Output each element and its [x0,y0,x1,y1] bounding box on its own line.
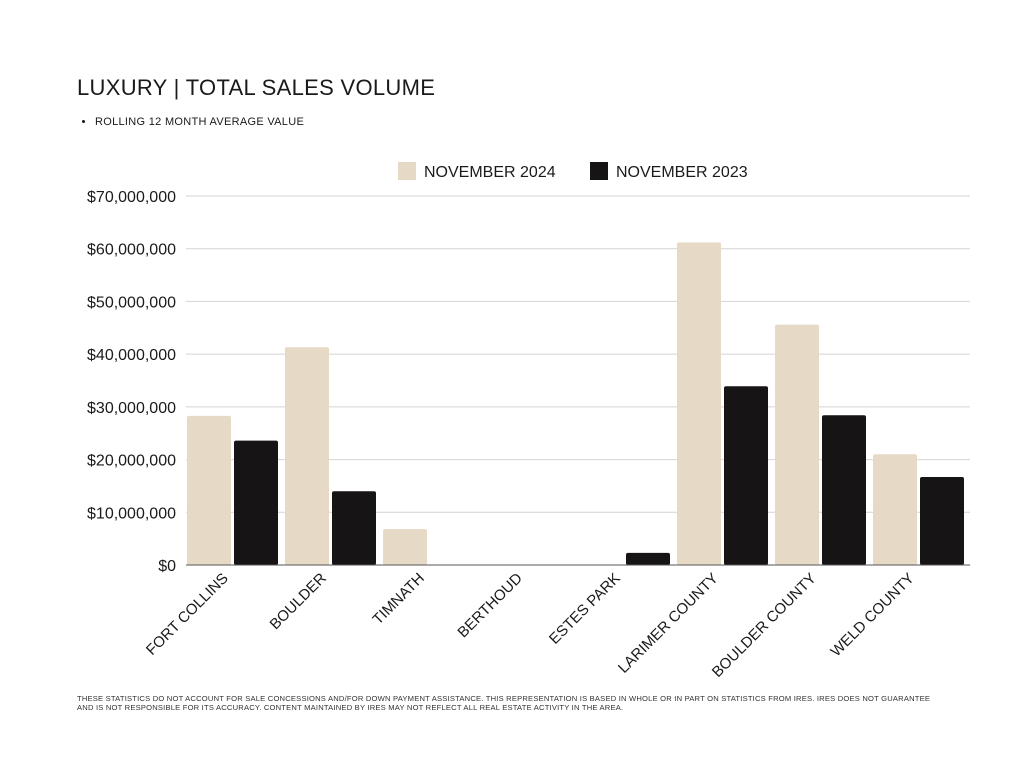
x-tick-label: ESTES PARK [546,570,624,648]
legend-swatch [590,162,608,180]
x-tick-label: WELD COUNTY [827,570,917,660]
y-tick-label: $60,000,000 [87,242,176,259]
y-tick-label: $50,000,000 [87,294,176,311]
bar-series-1 [677,242,721,566]
x-axis: FORT COLLINS BOULDER TIMNATH BERTHOUD ESTES … [143,564,970,681]
x-tick-label: BOULDER COUNTY [709,570,820,681]
bar-series-2 [920,476,964,565]
bar-series-1 [873,454,917,565]
bar-series-2 [822,415,866,565]
x-tick-label: FORT COLLINS [143,570,232,659]
y-tick-label: $0 [158,558,176,575]
x-tick-label: BOULDER [267,570,330,633]
y-tick-label: $20,000,000 [87,453,176,470]
bar-series-1 [187,415,231,565]
x-tick-label: TIMNATH [369,570,427,628]
bar-series-1 [775,324,819,565]
bar-series-2 [626,552,670,565]
bar-series-1 [285,347,329,565]
y-tick-label: $10,000,000 [87,505,176,522]
bar-series-2 [234,440,278,565]
subtitle-bullet: ROLLING 12 MONTH AVERAGE VALUE [95,116,304,128]
y-tick-label: $70,000,000 [87,189,176,206]
footnote: THESE STATISTICS DO NOT ACCOUNT FOR SALE… [77,694,931,712]
bar-series-2 [332,491,376,565]
chart-title: LUXURY | TOTAL SALES VOLUME [77,75,436,100]
y-axis: $0 $10,000,000 $20,000,000 $30,000,000 $40,0… [87,189,176,575]
legend-swatch [398,162,416,180]
y-tick-label: $30,000,000 [87,400,176,417]
legend: NOVEMBER 2024 NOVEMBER 2023 [398,162,748,181]
legend-label: NOVEMBER 2024 [424,164,556,181]
bar-series-1 [383,529,427,565]
y-tick-label: $40,000,000 [87,347,176,364]
subtitle-list: ROLLING 12 MONTH AVERAGE VALUE [80,116,304,128]
x-tick-label: LARIMER COUNTY [615,570,722,677]
x-tick-label: BERTHOUD [454,570,525,641]
bar-chart: $0 $10,000,000 $20,000,000 $30,000,000 $40,0… [87,162,970,681]
legend-label: NOVEMBER 2023 [616,164,748,181]
bar-series-2 [724,386,768,565]
bars [187,242,964,566]
